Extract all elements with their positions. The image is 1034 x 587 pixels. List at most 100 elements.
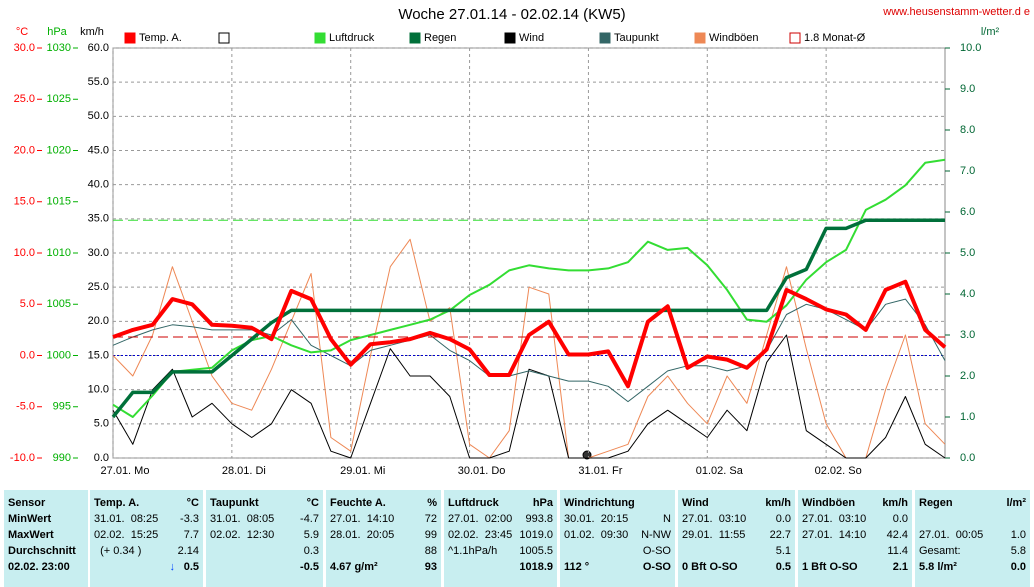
cell-text: N-NW [641,529,671,541]
table-cell: Luftdruck hPa [444,495,557,511]
cell-text: 2.14 [177,545,199,557]
y-tick-label: 35.0 [88,213,109,225]
table-cell: 27.01. 14:10 72 [326,511,441,527]
table-cell: 88 [326,543,441,559]
y2-tick-label: 8.0 [960,124,975,136]
legend-swatch [599,32,611,44]
table-cell: Windböen km/h [798,495,912,511]
table-column [560,490,675,587]
y2-tick-label: 7.0 [960,165,975,177]
hpa-tick-label: 1010 [47,247,71,259]
hpa-tick-label: 1015 [47,196,71,208]
chart: Woche 27.01.14 - 02.02.14 (KW5) www.heus… [10,6,1030,477]
cell-text: 5.1 [775,545,791,557]
legend-swatch [314,32,326,44]
cell-text: 22.7 [769,529,791,541]
series-line [112,238,946,459]
cell-text: 31.01. 08:05 [210,513,275,525]
table-cell: 02.02. 23:45 1019.0 [444,527,557,543]
cell-text: MinWert [8,513,52,525]
table-cell: 1018.9 [444,559,557,575]
temp-tick-label: -5.0 [16,401,35,413]
hpa-tick-label: 1030 [47,42,71,54]
cell-text: 2.1 [892,561,908,573]
table-cell: -0.5 [206,559,323,575]
cell-text: (+ 0.34 ) [94,545,142,557]
cell-text: 0.0 [892,513,908,525]
cell-text: 5.9 [303,529,319,541]
y2-tick-label: 0.0 [960,452,975,464]
hpa-tick-label: 990 [53,452,71,464]
table-cell: 0 Bft O-SO 0.5 [678,559,795,575]
table-column [4,490,88,587]
table-cell: 27.01. 03:10 0.0 [798,511,912,527]
y2-tick-label: 3.0 [960,329,975,341]
legend-label: Wind [519,32,544,44]
table-column [326,490,441,587]
table-cell: Taupunkt °C [206,495,323,511]
y-tick-label: 5.0 [94,418,109,430]
cell-text: Regen [919,497,953,509]
cell-text: 11.4 [887,545,908,557]
cell-text: °C [186,497,199,509]
x-tick-label: 01.02. Sa [696,465,744,477]
y-tick-label: 20.0 [88,315,109,327]
cell-text: km/h [882,497,908,509]
table-cell: 27.01. 00:05 1.0 [915,527,1030,543]
cell-text: 0.5 [183,561,199,573]
y2-tick-label: 2.0 [960,370,975,382]
axis-unit: °C [16,26,28,38]
y-tick-label: 25.0 [88,281,109,293]
cell-text: 27.01. 02:00 [448,513,513,525]
cell-text: 0.0 [1010,561,1026,573]
cell-text: 1.0 [1010,529,1026,541]
cell-text: 42.4 [886,529,908,541]
table-cell: Temp. A. °C [90,495,203,511]
table-cell: 31.01. 08:25 -3.3 [90,511,203,527]
cell-text: 5.8 [1010,545,1026,557]
source: www.heusenstamm-wetter.d e [882,6,1030,18]
table-cell: Regen l/m² [915,495,1030,511]
table-cell: 5.8 l/m² 0.0 [915,559,1030,575]
legend-empty-box [218,32,230,44]
table-cell: Sensor [4,495,88,511]
cell-text: MaxWert [8,529,54,541]
cell-text: 02.02. 15:25 [94,529,159,541]
table-column [915,490,1030,587]
table-column [444,490,557,587]
table-cell: 29.01. 11:55 22.7 [678,527,795,543]
cell-text: 02.02. 23:45 [448,529,513,541]
series-line [111,218,945,419]
legend-swatch [409,32,421,44]
cell-text: ↓ [169,561,176,573]
cell-text: 0 Bft O-SO [682,561,738,573]
summary-table: Sensor Temp. A. °C Taupunkt °C Feuchte A.% Luf… [0,490,1034,587]
cell-text: 29.01. 11:55 [682,529,746,541]
cell-text: hPa [532,497,553,509]
table-cell: Windrichtung [560,495,675,511]
legend-label: Windböen [709,32,759,44]
table-cell: 4.67 g/m² 93 [326,559,441,575]
table-cell: Wind km/h [678,495,795,511]
cell-text: 1 Bft O-SO [802,561,858,573]
hpa-tick-label: 1000 [47,349,71,361]
cell-text: Gesamt: [919,545,961,557]
cell-text: 1005.5 [519,545,553,557]
cell-text: l/m² [1006,497,1026,509]
chart-title: Woche 27.01.14 - 02.02.14 (KW5) [398,6,625,23]
table-cell: Feuchte A.% [326,495,441,511]
cell-text: 02.02. 12:30 [210,529,275,541]
table-cell: (+ 0.34 ) 2.14 [90,543,203,559]
cell-text: -0.5 [300,561,319,573]
x-tick-label: 30.01. Do [458,465,506,477]
cell-text: Durchschnitt [8,545,76,557]
y-tick-label: 10.0 [88,384,109,396]
table-column [678,490,795,587]
table-cell: 02.02. 12:30 5.9 [206,527,323,543]
cell-text: 01.02. 09:30 [564,529,629,541]
table-cell: 5.1 [678,543,795,559]
cell-text: 993.8 [525,513,553,525]
y-tick-label: 50.0 [88,110,109,122]
axis-unit: l/m² [981,26,1000,38]
